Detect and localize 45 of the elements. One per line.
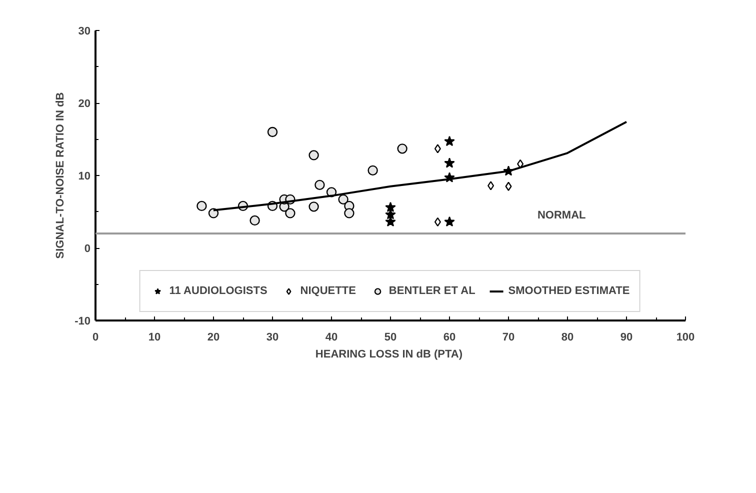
x-tick-label: 70 bbox=[502, 332, 515, 344]
point bbox=[505, 182, 512, 191]
point bbox=[385, 202, 396, 212]
x-tick-label: 40 bbox=[325, 332, 338, 344]
point bbox=[434, 217, 441, 226]
y-tick-label: 30 bbox=[78, 26, 91, 38]
x-tick-label: 20 bbox=[207, 332, 220, 344]
y-tick-label: 0 bbox=[84, 243, 91, 255]
x-tick-label: 90 bbox=[620, 332, 633, 344]
legend-label: BENTLER ET AL bbox=[388, 285, 476, 297]
point bbox=[397, 144, 408, 154]
point bbox=[385, 209, 396, 220]
ref-line-label: NORMAL bbox=[537, 209, 586, 222]
x-tick-label: 10 bbox=[148, 332, 161, 344]
point bbox=[517, 159, 524, 168]
y-tick-label: 20 bbox=[78, 98, 91, 110]
legend-label: SMOOTHED ESTIMATE bbox=[508, 285, 630, 297]
legend-label: 11 AUDIOLOGISTS bbox=[169, 285, 268, 297]
point bbox=[267, 126, 278, 138]
point bbox=[338, 194, 348, 205]
x-tick-label: 80 bbox=[561, 332, 574, 344]
point bbox=[444, 136, 455, 146]
point bbox=[250, 215, 260, 226]
x-tick-label: 50 bbox=[384, 332, 397, 344]
y-tick-label: -10 bbox=[74, 316, 91, 328]
x-tick-label: 0 bbox=[92, 332, 99, 344]
point bbox=[308, 202, 319, 212]
x-tick-label: 60 bbox=[443, 332, 456, 344]
point bbox=[488, 181, 494, 190]
x-tick-label: 30 bbox=[266, 332, 279, 344]
x-tick-label: 100 bbox=[676, 332, 695, 344]
legend-label: NIQUETTE bbox=[300, 285, 356, 297]
point bbox=[368, 165, 378, 176]
point bbox=[385, 216, 396, 227]
y-tick-label: 10 bbox=[78, 170, 91, 182]
point bbox=[444, 216, 455, 227]
point bbox=[308, 150, 319, 160]
x-axis-title: HEARING LOSS IN dB (PTA) bbox=[315, 348, 463, 360]
point bbox=[285, 208, 296, 218]
point bbox=[434, 144, 441, 154]
y-axis-title: SIGNAL-TO-NOISE RATIO IN dB bbox=[54, 92, 67, 259]
point bbox=[444, 158, 455, 168]
point bbox=[314, 180, 325, 190]
point bbox=[344, 208, 354, 218]
point bbox=[196, 200, 207, 212]
